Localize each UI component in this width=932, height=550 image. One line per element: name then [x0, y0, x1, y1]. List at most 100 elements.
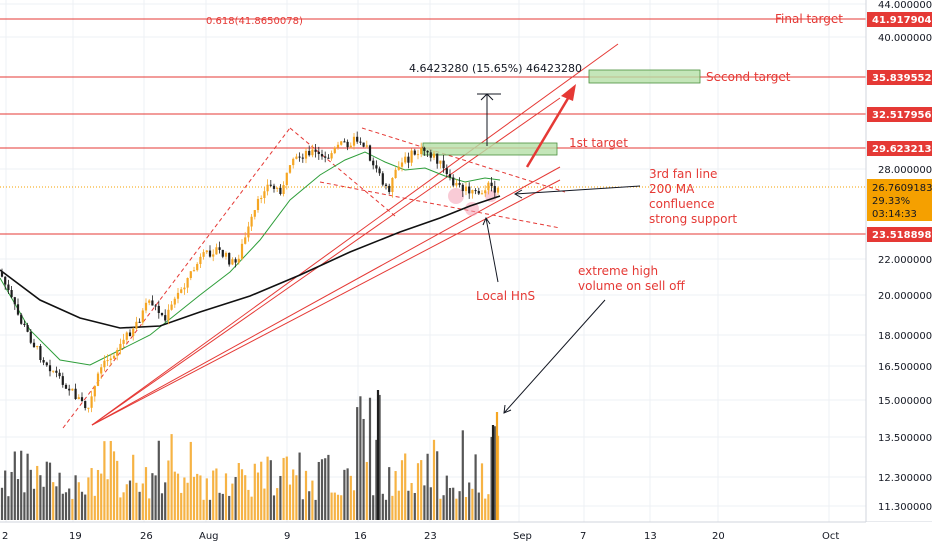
fan-line-1 — [91, 43, 619, 426]
x-tick: 13 — [644, 531, 657, 542]
volume-bar — [112, 451, 116, 520]
candle-body — [164, 315, 167, 321]
volume-bar — [304, 470, 308, 520]
candle-body — [388, 185, 391, 192]
candle-body — [381, 173, 384, 185]
y-tick: 16.5000000 — [878, 362, 932, 373]
candle-body — [36, 346, 39, 348]
volume-bar — [413, 492, 416, 520]
time-axis[interactable] — [0, 522, 866, 550]
candle-body — [455, 182, 458, 186]
candle-body — [7, 284, 10, 291]
volume-bar — [244, 475, 247, 520]
candle-body — [327, 157, 330, 159]
candle-body — [68, 388, 71, 391]
price-axis[interactable] — [866, 0, 932, 522]
x-tick: 26 — [140, 531, 153, 542]
candle-body — [247, 226, 250, 238]
candle-body — [391, 178, 394, 192]
candle-body — [29, 331, 32, 343]
x-tick: Oct — [822, 531, 839, 542]
volume-bar — [170, 434, 173, 520]
candle-body — [272, 185, 276, 189]
candle-body — [119, 343, 122, 351]
candle-body — [253, 210, 256, 217]
candle-body — [384, 184, 388, 186]
volume-bar — [423, 485, 426, 520]
price-tag-bg — [867, 12, 932, 27]
volume-bar — [477, 492, 480, 520]
candle-body — [16, 304, 20, 315]
volume-bar — [362, 418, 365, 520]
volume-bar — [119, 497, 122, 520]
candle-body — [394, 169, 397, 179]
candle-body — [42, 360, 45, 363]
volume-bar — [474, 454, 477, 520]
candle-body — [48, 365, 52, 372]
channel-top — [361, 127, 566, 193]
candle-body — [487, 182, 490, 191]
candle-body — [301, 157, 304, 159]
candle-body — [234, 259, 237, 263]
volume-bar — [266, 456, 269, 520]
volume-bar — [468, 482, 471, 520]
volume-bar — [180, 492, 183, 520]
measure-tool — [477, 93, 501, 146]
volume-bar — [23, 492, 26, 520]
volume-bar — [327, 454, 330, 520]
candle-body — [404, 156, 407, 163]
candle-body — [439, 160, 442, 164]
candle-body — [320, 154, 324, 157]
candle-body — [77, 397, 80, 399]
volume-bar — [160, 493, 164, 520]
hns-highlight-2 — [465, 202, 479, 216]
axis-corner[interactable] — [866, 522, 932, 550]
candle-body — [260, 197, 263, 199]
candle-body — [23, 323, 26, 326]
candle-body — [340, 141, 343, 145]
candle-body — [192, 270, 196, 272]
volume-bar — [333, 492, 336, 520]
volume-bar — [71, 498, 74, 520]
candle-body — [368, 145, 372, 161]
candle-body — [496, 187, 500, 193]
volume-bar — [208, 499, 212, 520]
price-tag: 29.6232134 — [872, 144, 932, 155]
candle-body — [292, 158, 295, 166]
y-tick: 18.0000000 — [878, 331, 932, 342]
volume-bar — [240, 469, 244, 520]
volume-bar — [122, 492, 125, 520]
candle-body — [477, 191, 480, 194]
second-target-box — [588, 69, 701, 84]
candle-body — [87, 407, 90, 409]
measure-label: 4.6423280 (15.65%) 46423280 — [409, 62, 582, 75]
candle-body — [423, 147, 426, 151]
volume-bar — [282, 457, 285, 520]
volume-bar — [36, 465, 39, 520]
volume-bar — [68, 488, 71, 520]
volume-bar — [196, 473, 199, 520]
volume-bar — [295, 475, 298, 520]
hns-note-arrow — [485, 217, 499, 283]
y-tick: 12.3000000 — [878, 473, 932, 484]
candle-body — [429, 152, 432, 158]
candle-body — [215, 247, 218, 255]
current-price: 26.7609183 — [872, 183, 932, 194]
fan-note-line-1: 3rd fan line — [649, 167, 717, 181]
candle-body — [458, 182, 461, 185]
volume-bar — [234, 476, 237, 520]
volume-bar — [87, 477, 90, 520]
candle-body — [324, 156, 327, 158]
volume-bar — [276, 488, 279, 520]
volume-bar — [212, 470, 215, 520]
volume-bar — [218, 492, 221, 520]
volume-bar — [29, 469, 32, 520]
volume-bar — [202, 499, 205, 520]
volume-bar — [192, 476, 196, 520]
candle-body — [64, 384, 68, 389]
candle-body — [336, 144, 340, 148]
y-tick: 15.0000000 — [878, 396, 932, 407]
candle-body — [298, 156, 301, 158]
y-tick: 44.0000000 — [878, 0, 932, 11]
